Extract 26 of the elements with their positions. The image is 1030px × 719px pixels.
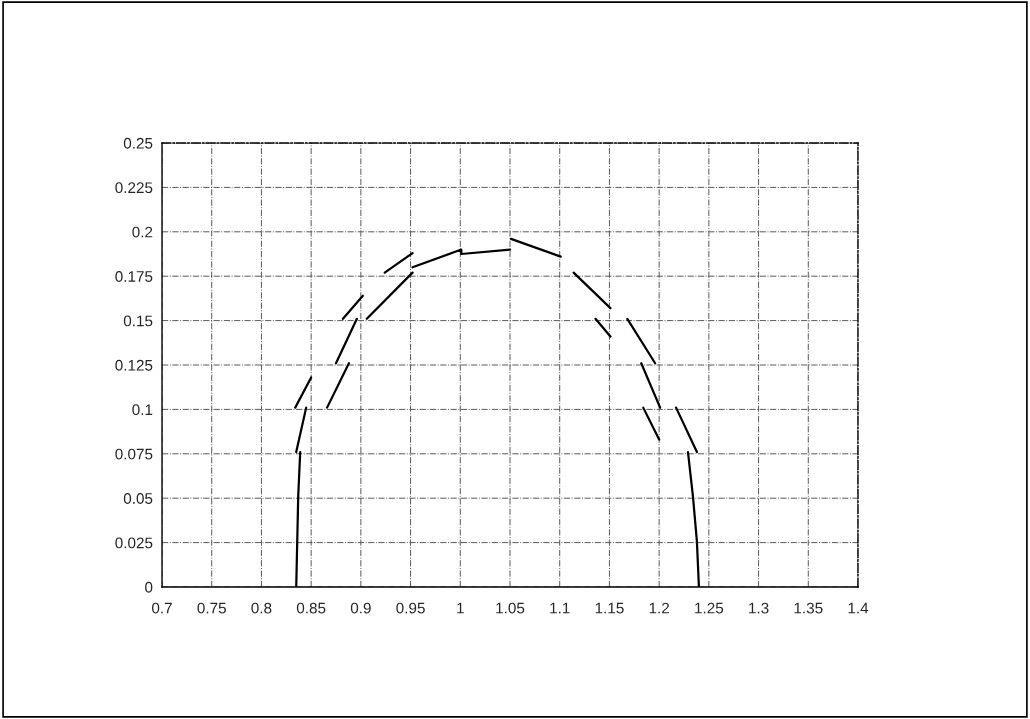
x-tick-label: 1.15: [595, 602, 624, 614]
x-tick-label: 1.4: [848, 602, 869, 614]
x-tick-label: 1.1: [550, 602, 570, 614]
y-tick-label: 0.25: [123, 137, 153, 149]
y-tick-label: 0.075: [115, 448, 153, 460]
x-tick-label: 1: [457, 602, 464, 614]
x-tick-label: 0.8: [251, 602, 272, 614]
y-tick-label: 0.1: [132, 404, 153, 416]
y-tick-label: 0.05: [123, 493, 153, 504]
x-tick-label: 1.35: [794, 602, 823, 614]
y-tick-label: 0.125: [115, 359, 153, 371]
x-tick-label: 1.2: [649, 602, 669, 614]
y-tick-label: 0: [145, 581, 153, 593]
x-tick-label: 1.25: [695, 602, 724, 614]
x-tick-label: 0.95: [396, 602, 425, 614]
y-tick-label: 0.025: [115, 537, 153, 549]
x-tick-label: 0.9: [350, 602, 371, 614]
x-tick-label: 0.85: [296, 602, 326, 614]
x-tick-label: 0.75: [197, 602, 226, 614]
y-tick-label: 0.2: [132, 226, 153, 238]
x-tick-label: 1.3: [749, 602, 769, 614]
y-tick-label: 0.225: [115, 182, 153, 194]
x-tick-label: 1.05: [496, 602, 525, 614]
x-tick-label: 0.7: [151, 602, 172, 614]
y-tick-label: 0.175: [115, 271, 153, 282]
y-tick-label: 0.15: [123, 315, 153, 327]
